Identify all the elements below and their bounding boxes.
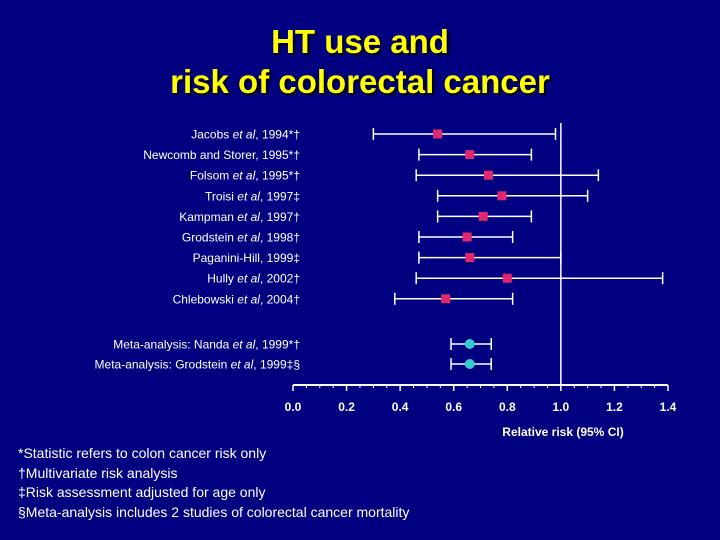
title-line-1: HT use and — [271, 23, 449, 60]
x-tick-label: 0.8 — [499, 400, 516, 414]
x-axis-ticks: 0.0 0.2 0.4 0.6 0.8 1.0 1.2 1.4 — [285, 385, 677, 414]
study-point-marker — [484, 170, 494, 180]
x-axis-label: Relative risk (95% CI) — [502, 425, 623, 439]
study-label: Meta-analysis: Nanda et al, 1999*† — [113, 338, 300, 352]
meta-point-marker — [464, 339, 475, 349]
study-point-marker — [502, 273, 512, 283]
footnote-3: ‡Risk assessment adjusted for age only — [18, 484, 266, 500]
footnote-4: §Meta-analysis includes 2 studies of col… — [18, 503, 410, 520]
study-row: Folsom et al, 1995*† — [190, 169, 600, 183]
x-tick-label: 1.2 — [606, 400, 623, 414]
x-tick-label: 0.6 — [445, 400, 462, 414]
meta-analysis-row: Meta-analysis: Grodstein et al, 1999‡§ — [95, 358, 492, 372]
study-row: Hully et al, 2002† — [207, 272, 664, 286]
footnote-2: †Multivariate risk analysis — [18, 464, 178, 481]
x-tick-label: 1.0 — [553, 400, 570, 414]
meta-point-marker — [464, 359, 475, 369]
study-row: Troisi et al, 1997‡ — [205, 189, 589, 203]
slide-title: HT use and risk of colorectal cancer — [0, 22, 720, 102]
x-tick-label: 0.0 — [285, 400, 302, 414]
study-label: Paganini-Hill, 1999‡ — [193, 251, 300, 265]
study-point-marker — [465, 253, 475, 263]
study-label: Hully et al, 2002† — [207, 272, 300, 286]
study-label: Meta-analysis: Grodstein et al, 1999‡§ — [95, 358, 300, 372]
study-point-marker — [465, 150, 475, 160]
study-label: Grodstein et al, 1998† — [182, 231, 300, 245]
study-point-marker — [478, 211, 488, 221]
study-label: Jacobs et al, 1994*† — [191, 128, 300, 142]
footnotes: *Statistic refers to colon cancer risk o… — [18, 444, 409, 522]
study-point-marker — [497, 191, 507, 201]
study-row: Paganini-Hill, 1999‡ — [193, 251, 562, 265]
meta-analysis-row: Meta-analysis: Nanda et al, 1999*† — [113, 338, 492, 352]
x-tick-label: 1.4 — [660, 400, 677, 414]
study-point-marker — [433, 129, 443, 139]
x-tick-label: 0.2 — [338, 400, 355, 414]
study-label: Troisi et al, 1997‡ — [205, 189, 300, 203]
study-row: Grodstein et al, 1998† — [182, 231, 514, 245]
study-label: Kampman et al, 1997† — [179, 210, 300, 224]
study-point-marker — [462, 232, 472, 242]
study-row: Jacobs et al, 1994*† — [191, 128, 557, 142]
footnote-1: *Statistic refers to colon cancer risk o… — [18, 445, 267, 461]
title-line-2: risk of colorectal cancer — [170, 63, 550, 100]
study-point-marker — [441, 294, 451, 304]
study-rows: Jacobs et al, 1994*† Newcomb and Storer, … — [95, 128, 664, 372]
study-row: Kampman et al, 1997† — [179, 210, 533, 224]
study-label: Chlebowski et al, 2004† — [173, 292, 300, 306]
study-row: Newcomb and Storer, 1995*† — [143, 148, 533, 162]
study-row: Chlebowski et al, 2004† — [173, 292, 514, 306]
study-label: Newcomb and Storer, 1995*† — [143, 148, 300, 162]
x-tick-label: 0.4 — [392, 400, 409, 414]
study-label: Folsom et al, 1995*† — [190, 169, 300, 183]
